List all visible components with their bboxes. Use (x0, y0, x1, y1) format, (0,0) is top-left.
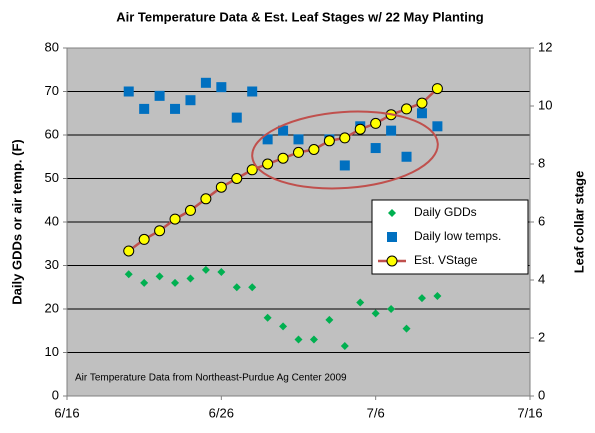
circle-marker (293, 146, 304, 158)
circle-marker (339, 132, 351, 144)
y2-tick-label: 8 (538, 155, 545, 170)
legend-label: Daily GDDs (414, 205, 477, 219)
square-marker (216, 82, 227, 93)
circle-marker (231, 173, 243, 184)
legend: Daily GDDs Daily low temps. Est. VStage (371, 199, 529, 275)
x-tick-label: 7/16 (517, 405, 542, 420)
square-marker (432, 121, 443, 132)
diamond-marker (433, 291, 442, 300)
circle-marker (123, 245, 135, 257)
square-marker (387, 232, 397, 242)
diamond-marker (387, 305, 396, 313)
y2-tick-label: 0 (538, 387, 545, 402)
circle-marker (401, 103, 413, 115)
square-marker (416, 108, 427, 119)
diamond-marker (248, 283, 257, 292)
diamond-marker (124, 270, 133, 279)
square-marker (123, 86, 134, 97)
diamond-marker (217, 268, 226, 277)
square-marker (278, 125, 289, 136)
y2-tick-label: 12 (538, 39, 552, 54)
circle-marker (354, 123, 366, 135)
square-marker (170, 103, 181, 114)
y-tick-label: 70 (45, 83, 59, 98)
circle-marker (154, 225, 166, 237)
diamond-marker (325, 315, 334, 324)
square-marker (401, 151, 412, 162)
circle-marker (246, 164, 258, 176)
circle-marker (262, 158, 274, 170)
circle-marker (370, 117, 382, 129)
diamond-marker (186, 274, 195, 283)
diamond-marker (417, 294, 426, 303)
diamond-marker (402, 324, 411, 333)
circle-marker (308, 144, 320, 155)
y-tick-label: 40 (45, 213, 59, 228)
diamond-marker (140, 278, 149, 287)
diamond-marker (340, 341, 349, 350)
y-tick-label: 50 (45, 170, 59, 185)
square-marker (139, 103, 150, 114)
highlight-ellipse (251, 110, 439, 190)
circle-marker (169, 213, 181, 225)
circle-marker (431, 83, 443, 95)
square-marker (231, 112, 242, 123)
square-marker (247, 86, 258, 97)
y-tick-label: 20 (45, 300, 59, 315)
y-axis-label: Daily GDDs or air temp. (F) (9, 139, 24, 304)
square-marker (339, 160, 350, 171)
circle-marker (416, 97, 428, 109)
y-tick-label: 10 (45, 344, 59, 359)
y2-tick-label: 2 (538, 329, 545, 344)
circle-marker (200, 193, 212, 205)
x-tick-label: 6/16 (54, 405, 79, 420)
circle-marker (323, 135, 335, 147)
y2-axis-label: Leaf collar stage (571, 171, 586, 274)
y-tick-label: 60 (45, 126, 59, 141)
legend-label: Est. VStage (414, 253, 478, 267)
diamond-marker (279, 322, 288, 331)
square-marker (200, 77, 211, 88)
y-tick-label: 0 (52, 387, 59, 402)
annotation: Air Temperature Data from Northeast-Purd… (75, 373, 347, 384)
square-marker (154, 90, 165, 101)
diamond-marker (263, 313, 272, 322)
square-marker (386, 125, 397, 136)
legend-label: Daily low temps. (414, 229, 501, 243)
y2-tick-label: 10 (538, 97, 552, 112)
square-marker (293, 134, 304, 145)
circle-marker (184, 204, 196, 216)
square-marker (262, 134, 273, 145)
diamond-marker (388, 209, 396, 217)
circle-marker (277, 152, 289, 164)
diamond-marker (309, 335, 318, 344)
diamond-marker (371, 309, 380, 318)
diamond-marker (294, 335, 303, 344)
circle-marker (386, 255, 398, 267)
circle-marker (215, 181, 227, 193)
diamond-marker (155, 272, 164, 281)
square-marker (185, 95, 196, 106)
diamond-marker (356, 298, 365, 307)
diamond-marker (232, 283, 241, 292)
y2-tick-label: 6 (538, 213, 545, 228)
square-marker (370, 143, 381, 154)
chart-title: Air Temperature Data & Est. Leaf Stages … (116, 9, 484, 24)
x-tick-label: 6/26 (209, 405, 234, 420)
y2-tick-label: 4 (538, 271, 545, 286)
x-tick-label: 7/6 (367, 405, 385, 420)
diamond-marker (201, 265, 210, 274)
diamond-marker (171, 278, 180, 287)
y-tick-label: 30 (45, 257, 59, 272)
circle-marker (138, 233, 150, 245)
y-tick-label: 80 (45, 39, 59, 54)
